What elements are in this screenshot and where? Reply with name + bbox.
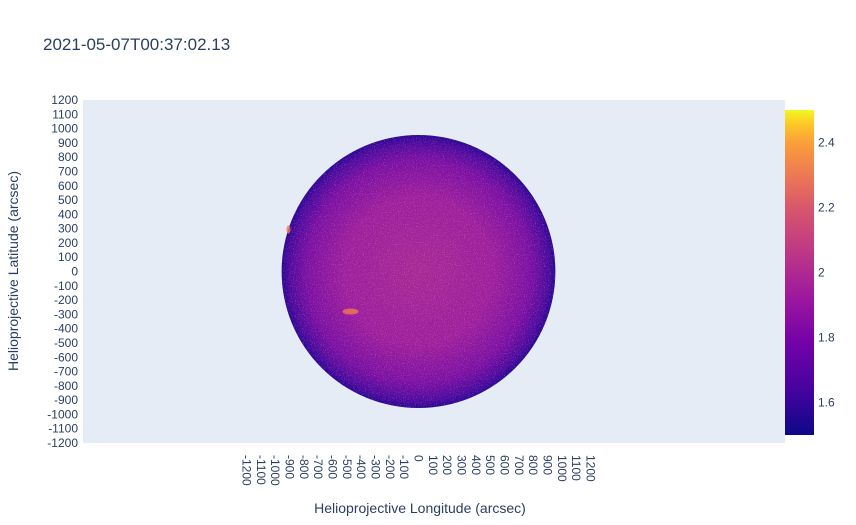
x-tick-label: -600 (326, 455, 340, 479)
x-tick-label: -900 (283, 455, 297, 479)
x-axis-ticks: -1200 -1100 -1000 -900 -800 -700 -600 -500 -400-… (240, 455, 598, 486)
y-axis-ticks: 1200110010009008007006005004003002001000… (47, 93, 78, 450)
colorbar (785, 110, 814, 435)
x-tick-label: 1200 (584, 455, 598, 482)
y-tick-label: 200 (58, 236, 78, 250)
colorbar-tick-label: 1.6 (818, 396, 835, 410)
y-tick-label: -600 (54, 350, 78, 364)
y-tick-label: -1100 (48, 422, 78, 436)
x-tick-label: -1100 (254, 455, 268, 485)
y-tick-label: -900 (54, 393, 78, 407)
y-tick-label: 600 (58, 179, 78, 193)
x-tick-label: 700 (512, 455, 526, 475)
y-tick-label: -300 (54, 307, 78, 321)
x-tick-label: 200 (440, 455, 454, 475)
y-tick-label: 1100 (52, 107, 78, 121)
solar-disk (281, 135, 556, 408)
y-tick-label: -500 (54, 336, 78, 350)
y-tick-label: 300 (58, 222, 78, 236)
x-tick-label: 500 (483, 455, 497, 475)
y-tick-label: 900 (58, 136, 78, 150)
y-tick-label: 100 (58, 250, 78, 264)
x-tick-label: -200 (383, 455, 397, 479)
x-tick-label: -100 (397, 455, 411, 479)
x-tick-label: 100 (426, 455, 440, 475)
x-tick-label: -1000 (268, 455, 282, 486)
x-tick-label: -400 (354, 455, 368, 479)
x-tick-label: 400 (469, 455, 483, 475)
y-tick-label: 0 (71, 265, 78, 279)
active-region (342, 308, 359, 315)
y-tick-label: 800 (58, 150, 78, 164)
x-tick-label: 600 (498, 455, 512, 475)
x-tick-label: -800 (297, 455, 311, 479)
x-axis-title: Helioprojective Longitude (arcsec) (314, 500, 526, 516)
colorbar-tick-label: 1.8 (818, 331, 835, 345)
y-tick-label: 1200 (51, 93, 78, 107)
x-tick-label: 1000 (555, 455, 569, 482)
x-tick-label: 0 (412, 455, 426, 462)
solar-disk-granulation (281, 135, 556, 408)
y-tick-label: -100 (54, 279, 78, 293)
x-tick-label: 900 (541, 455, 555, 475)
x-tick-label: -300 (369, 455, 383, 479)
colorbar-tick-label: 2.2 (818, 201, 835, 215)
x-tick-label: 800 (526, 455, 540, 475)
limb-bright-point (286, 225, 291, 234)
y-tick-label: -200 (54, 293, 78, 307)
y-tick-label: -700 (54, 365, 78, 379)
y-axis-title: Helioprojective Latitude (arcsec) (5, 171, 21, 371)
y-tick-label: 700 (58, 164, 78, 178)
y-tick-label: -1200 (47, 436, 78, 450)
y-tick-label: -400 (54, 322, 78, 336)
x-tick-label: 300 (455, 455, 469, 475)
x-tick-label: -500 (340, 455, 354, 479)
colorbar-tick-label: 2 (818, 266, 825, 280)
y-tick-label: -800 (54, 379, 78, 393)
x-tick-label: 1100 (569, 455, 583, 481)
y-tick-label: -1000 (47, 407, 78, 421)
x-tick-label: -1200 (240, 455, 254, 486)
y-tick-label: 500 (58, 193, 78, 207)
colorbar-ticks: 1.6 1.8 2 2.2 2.4 (818, 136, 835, 410)
y-tick-label: 1000 (51, 122, 78, 136)
x-tick-label: -700 (311, 455, 325, 479)
chart-title: 2021-05-07T00:37:02.13 (43, 35, 230, 54)
colorbar-tick-label: 2.4 (818, 136, 835, 150)
y-tick-label: 400 (58, 207, 78, 221)
